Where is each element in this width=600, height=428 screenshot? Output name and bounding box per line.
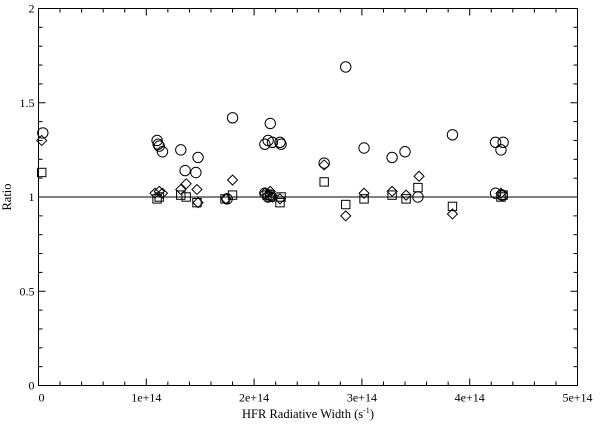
- y-tick-label: 1: [29, 190, 35, 204]
- square-point: [319, 177, 329, 187]
- diamond-point: [36, 134, 48, 147]
- diamond-point: [175, 183, 187, 196]
- square-point: [265, 192, 275, 202]
- square-point: [275, 197, 285, 208]
- circle-point: [153, 140, 165, 152]
- diamond-point: [264, 185, 276, 198]
- circle-point: [274, 136, 286, 149]
- axis-tick-labels: 0 1e+14 2e+14 3e+14 4e+14 5e+14 0 0.5 1 1.5 2: [20, 2, 593, 405]
- circle-point: [266, 136, 279, 149]
- diamond-point: [191, 183, 203, 196]
- x-tick-label: 2e+14: [239, 391, 269, 405]
- circle-point: [259, 138, 271, 150]
- circle-point: [179, 164, 191, 177]
- diamond-point: [413, 170, 425, 182]
- circle-point: [386, 151, 398, 164]
- square-point: [498, 190, 508, 200]
- diamond-point: [318, 159, 330, 171]
- y-tick-label: 2: [29, 2, 35, 16]
- diamond-point: [358, 187, 370, 199]
- square-point: [387, 190, 397, 200]
- circle-point: [264, 117, 276, 130]
- y-tick-label: 1.5: [20, 96, 35, 110]
- square-point: [359, 194, 369, 204]
- x-tick-label: 4e+14: [455, 391, 485, 405]
- square-point: [341, 199, 351, 210]
- diamond-point: [495, 187, 507, 199]
- circle-point: [156, 146, 169, 158]
- square-point: [447, 201, 458, 212]
- diamond-point: [259, 187, 271, 199]
- x-axis-title: HFR Radiative Width (s-1): [242, 406, 374, 421]
- circle-point: [37, 127, 49, 139]
- circle-point: [495, 144, 507, 156]
- x-tick-label: 0: [39, 391, 45, 405]
- square-point: [181, 192, 191, 202]
- diamond-point: [180, 178, 192, 190]
- diamond-point: [226, 174, 239, 186]
- data-points: [36, 61, 509, 222]
- circle-point: [340, 61, 352, 73]
- x-tick-label: 5e+14: [562, 391, 592, 405]
- square-point: [152, 194, 162, 204]
- circle-point: [318, 157, 330, 169]
- square-point: [276, 192, 286, 202]
- square-point: [262, 190, 272, 200]
- square-point: [227, 190, 238, 200]
- diamond-point: [153, 185, 165, 198]
- diamond-point: [156, 187, 169, 199]
- circle-point: [489, 136, 502, 149]
- axis-ticks: [38, 8, 578, 386]
- diamond-point: [386, 185, 398, 198]
- circle-point: [446, 129, 459, 141]
- circle-point: [226, 112, 239, 124]
- square-point: [413, 182, 423, 193]
- square-point: [496, 192, 506, 202]
- circle-point: [192, 151, 204, 164]
- circle-point: [275, 138, 287, 150]
- square-point: [154, 192, 164, 202]
- y-tick-label: 0: [29, 379, 35, 393]
- diamond-point: [400, 189, 412, 201]
- x-tick-label: 1e+14: [131, 391, 161, 405]
- circle-point: [190, 166, 202, 179]
- circle-point: [497, 136, 509, 149]
- square-point: [401, 194, 411, 204]
- y-axis-title: Ratio: [0, 183, 14, 210]
- diamond-point: [446, 208, 459, 220]
- x-tick-label: 3e+14: [347, 391, 377, 405]
- circle-point: [358, 142, 370, 154]
- square-point: [192, 197, 202, 208]
- circle-point: [399, 146, 411, 158]
- circle-point: [175, 144, 187, 156]
- diamond-point: [340, 210, 352, 222]
- square-point: [176, 190, 186, 200]
- y-tick-label: 0.5: [20, 284, 35, 298]
- square-point: [37, 167, 47, 178]
- diamond-point: [266, 191, 279, 203]
